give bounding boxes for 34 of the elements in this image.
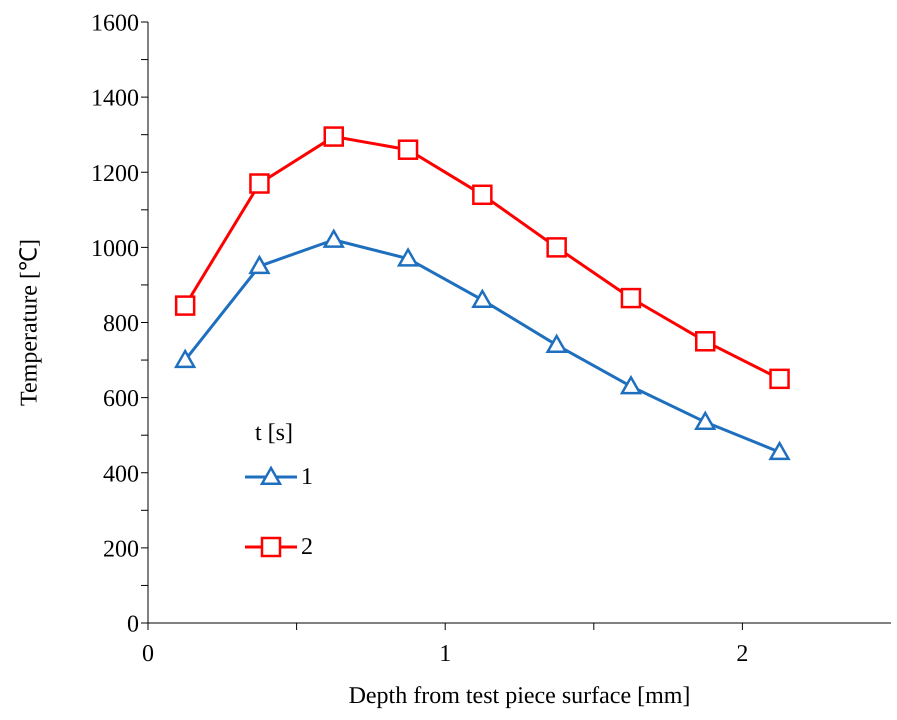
legend-label: 2	[301, 534, 313, 560]
point	[546, 237, 567, 258]
point	[174, 350, 196, 368]
x-tick-label: 1	[439, 641, 452, 668]
point	[398, 248, 418, 267]
point	[695, 412, 716, 430]
y-tick-label: 1600	[91, 10, 139, 37]
point	[620, 376, 642, 394]
point	[324, 126, 344, 147]
y-tick-label: 1400	[91, 86, 139, 112]
point	[324, 230, 344, 248]
legend-label: 1	[301, 464, 313, 490]
y-tick-label: 1000	[91, 236, 139, 262]
point	[249, 256, 270, 274]
y-tick-label: 200	[103, 536, 139, 562]
y-tick-label: 800	[103, 311, 139, 338]
point	[546, 334, 567, 354]
x-tick-label: 2	[736, 641, 748, 668]
legend-title: t [s]	[255, 420, 294, 447]
point	[620, 288, 642, 308]
point	[472, 184, 493, 206]
point	[249, 173, 270, 194]
point	[695, 331, 716, 352]
y-tick-label: 600	[103, 386, 139, 412]
point	[472, 290, 493, 308]
y-tick-label: 1200	[91, 160, 139, 187]
x-axis-title: Depth from test piece surface [mm]	[348, 683, 690, 709]
y-tick-label: 400	[103, 461, 139, 488]
y-axis-title: Temperature [℃]	[16, 239, 43, 406]
point	[769, 368, 790, 390]
point	[398, 139, 418, 160]
point	[174, 295, 196, 316]
point	[769, 442, 790, 460]
y-tick-label: 0	[127, 612, 139, 638]
